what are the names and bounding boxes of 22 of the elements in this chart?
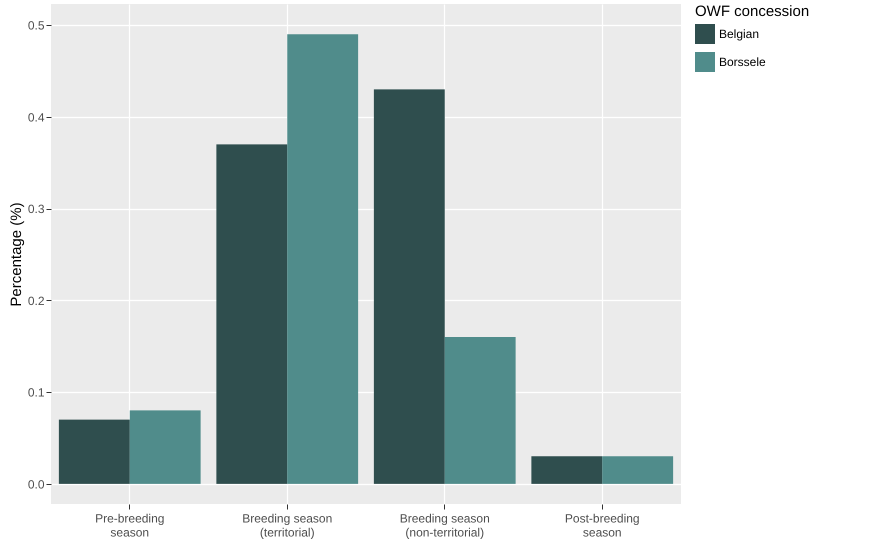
x-tick-label: Pre-breeding season xyxy=(95,512,164,540)
y-tick-label: 0.0 xyxy=(28,477,45,492)
bar xyxy=(130,410,201,484)
legend-title: OWF concession xyxy=(695,3,810,20)
bar xyxy=(374,89,445,484)
legend-label: Belgian xyxy=(719,27,760,41)
legend-label: Borssele xyxy=(719,55,766,69)
y-tick-label: 0.2 xyxy=(28,294,45,308)
x-tick-label: Post-breeding season xyxy=(564,512,640,540)
bar xyxy=(531,456,602,484)
y-tick-label: 0.4 xyxy=(28,110,45,124)
y-axis-title: Percentage (%) xyxy=(8,202,25,307)
bar xyxy=(58,420,130,484)
bar xyxy=(602,456,674,484)
x-tick-label: Breeding season (territorial) xyxy=(242,512,332,540)
bar xyxy=(444,337,516,484)
bar xyxy=(287,34,358,484)
y-tick-label: 0.1 xyxy=(28,386,45,400)
y-tick-label: 0.3 xyxy=(28,202,45,216)
x-tick-label: Breeding season (non-territorial) xyxy=(400,512,490,540)
y-tick-label: 0.5 xyxy=(28,18,45,33)
bar xyxy=(216,144,288,484)
